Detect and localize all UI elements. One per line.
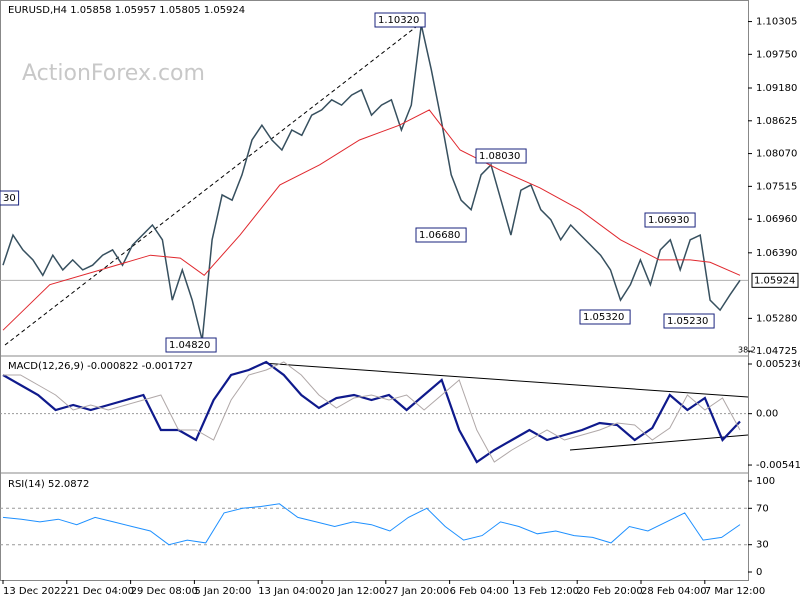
trend-line [569, 434, 749, 451]
x-tick-label: 5 Jan 20:00 [194, 586, 251, 597]
plot-frame [0, 0, 749, 581]
annotation-box [644, 212, 696, 228]
annotation: 38.2 [738, 346, 756, 355]
annotation: 1.08030 [479, 151, 520, 162]
series-line [3, 361, 741, 463]
annotation: 1.10320 [378, 15, 419, 26]
y-tick-label: 1.10305 [756, 17, 797, 28]
x-tick-label: 13 Feb 12:00 [513, 586, 579, 597]
annotation-box [663, 313, 715, 329]
x-tick-label: 27 Jan 20:00 [386, 586, 449, 597]
x-tick-label: 20 Feb 20:00 [577, 586, 643, 597]
annotation: 1.05230 [667, 316, 708, 327]
y-tick-label: 1.07515 [756, 181, 797, 192]
x-tick-label: 20 Jan 12:00 [322, 586, 385, 597]
trend-line [261, 362, 749, 398]
x-tick-label: 29 Dec 08:00 [131, 586, 198, 597]
annotation: 30 [3, 193, 16, 204]
watermark: ActionForex.com [22, 61, 205, 86]
series-line [2, 109, 741, 331]
y-tick-label: 1.05280 [756, 313, 797, 324]
y-tick-label: 1.06390 [756, 248, 797, 259]
macd-title: MACD(12,26,9) -0.000822 -0.001727 [8, 361, 193, 372]
series-line [2, 24, 741, 341]
y-tick-label: 0 [756, 567, 762, 578]
x-tick-label: 13 Dec 2022 [3, 586, 67, 597]
y-tick-label: 70 [756, 503, 769, 514]
trend-line [4, 19, 426, 346]
y-tick-label: -0.005416 [756, 460, 800, 471]
y-tick-label: 1.04725 [756, 346, 797, 357]
x-tick-label: 7 Mar 12:00 [705, 586, 765, 597]
y-tick-label: 30 [756, 540, 769, 551]
chart-title: EURUSD,H4 1.05858 1.05957 1.05805 1.0592… [8, 5, 245, 16]
y-tick-label: 100 [756, 476, 775, 487]
y-tick-label: 1.06960 [756, 214, 797, 225]
y-tick-label: 0.00 [756, 409, 778, 420]
annotation-box [0, 190, 20, 206]
rsi-title: RSI(14) 52.0872 [8, 479, 89, 490]
current-price-label: 1.05924 [754, 275, 795, 286]
annotation-box [579, 309, 631, 325]
y-tick-label: 1.08070 [756, 149, 797, 160]
y-tick-label: 1.09180 [756, 83, 797, 94]
series-line [2, 503, 741, 546]
annotation: 1.04820 [169, 340, 210, 351]
x-tick-label: 28 Feb 04:00 [641, 586, 707, 597]
annotation-box [374, 12, 426, 28]
annotation-box [165, 337, 217, 353]
x-tick-label: 21 Dec 04:00 [67, 586, 134, 597]
series-line [2, 360, 741, 464]
x-tick-label: 13 Jan 04:00 [258, 586, 321, 597]
annotation: 1.06680 [419, 230, 460, 241]
y-tick-label: 1.08625 [756, 116, 797, 127]
annotation: 1.06930 [648, 215, 689, 226]
annotation-box [475, 148, 527, 164]
x-tick-label: 6 Feb 04:00 [450, 586, 509, 597]
current-price-box [751, 272, 799, 288]
annotation-box [415, 227, 467, 243]
annotation: 1.05320 [583, 312, 624, 323]
y-tick-label: 0.005236 [756, 359, 800, 370]
y-tick-label: 1.09750 [756, 49, 797, 60]
